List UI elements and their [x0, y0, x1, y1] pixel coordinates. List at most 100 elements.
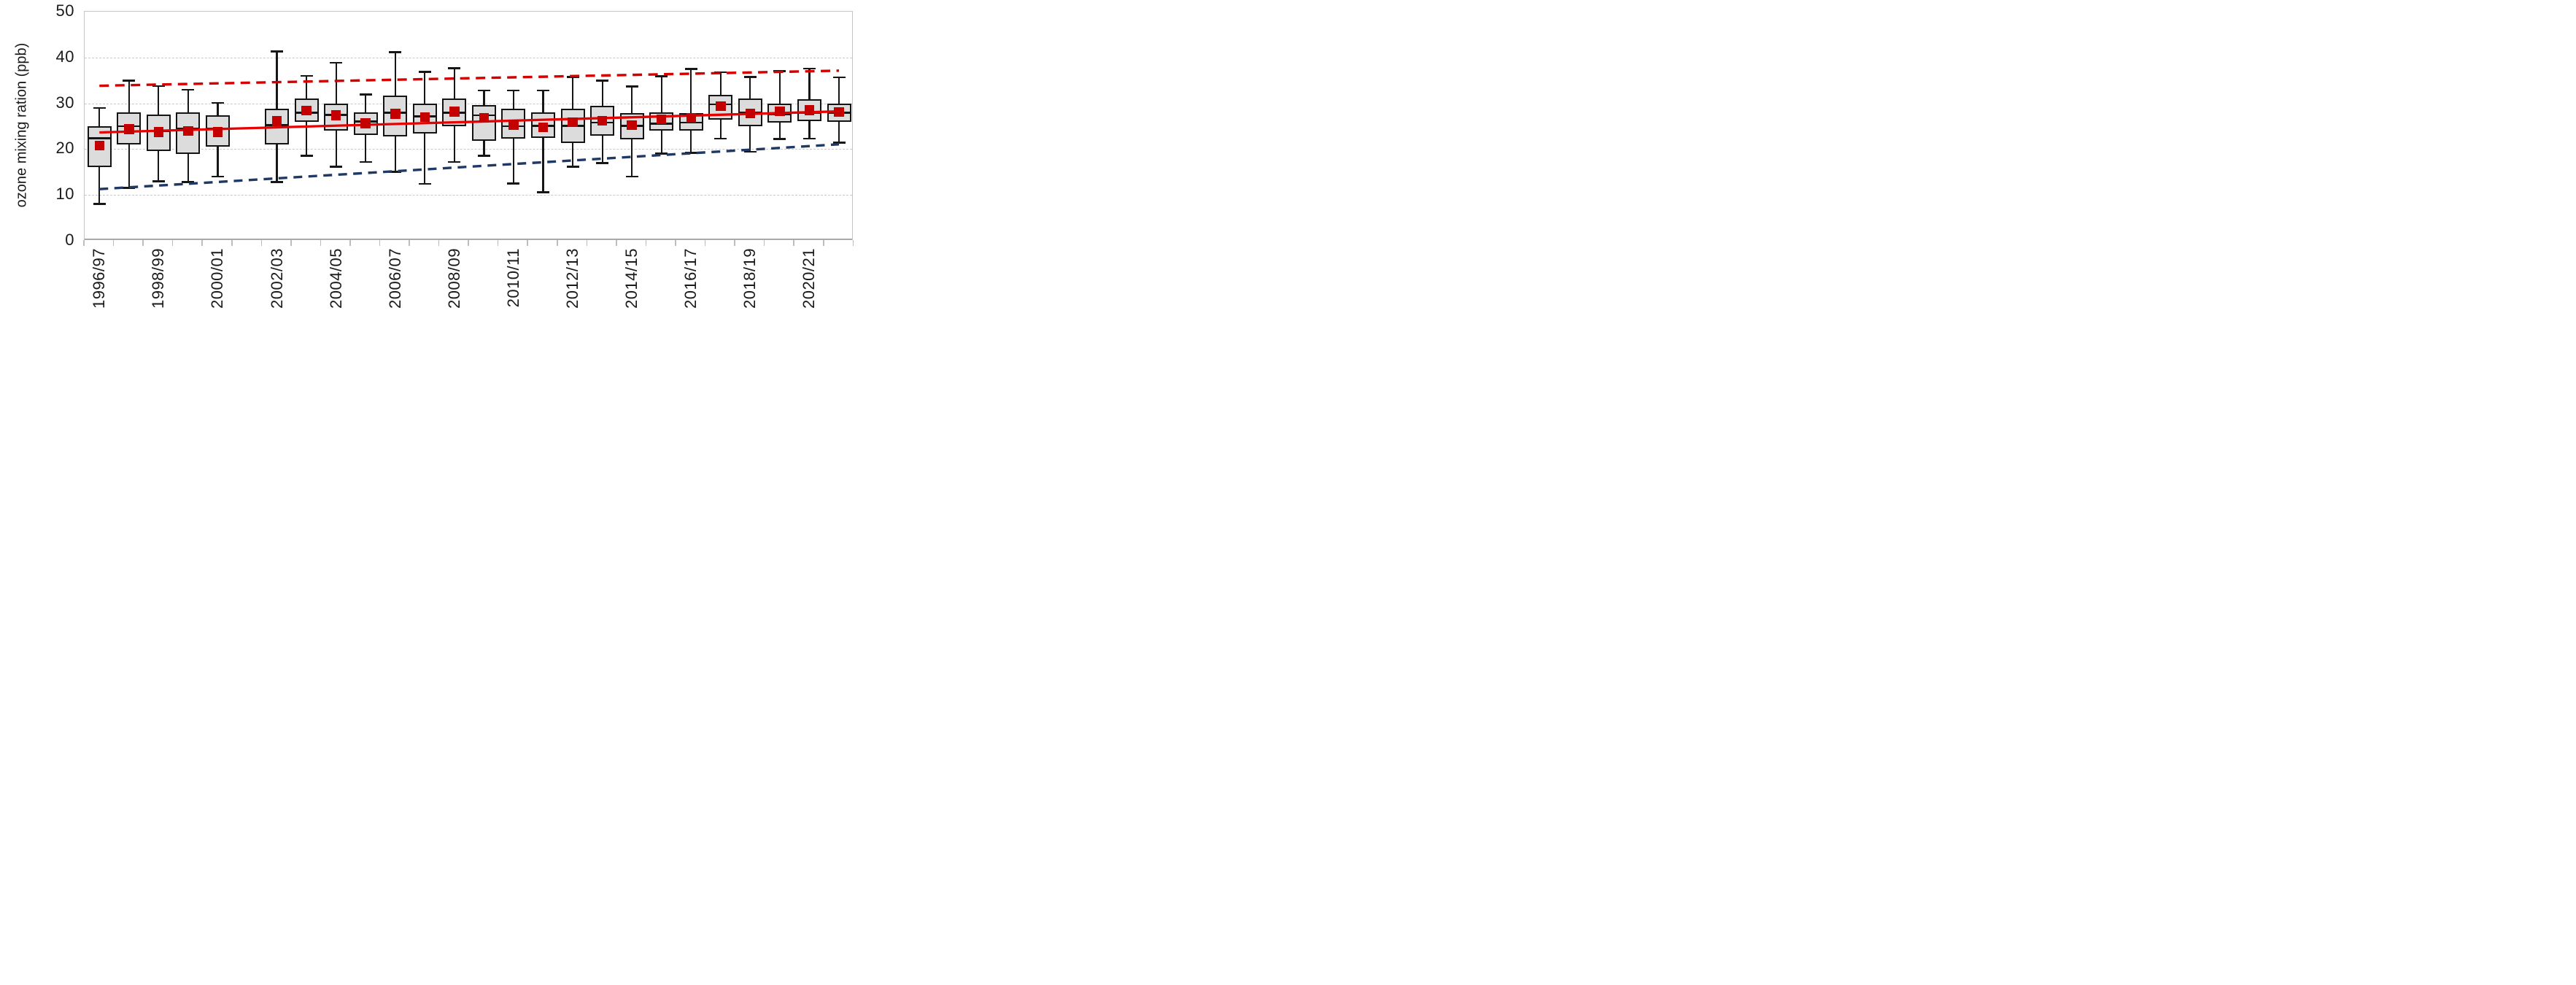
whisker-cap-min — [182, 181, 195, 183]
x-tick-label-2006/07: 2006/07 — [385, 247, 404, 309]
whisker-cap-max — [182, 88, 195, 91]
x-tick-label-2018/19: 2018/19 — [740, 247, 759, 309]
whisker-cap-min — [389, 171, 402, 174]
whisker-cap-min — [802, 137, 816, 140]
mean-marker-2013/14 — [597, 115, 608, 126]
whisker-cap-max — [477, 89, 490, 92]
x-axis-tick — [645, 239, 647, 246]
x-axis-tick — [586, 239, 588, 246]
whisker-cap-min — [537, 190, 550, 193]
upper-envelope-line — [99, 69, 840, 88]
x-axis-tick — [438, 239, 440, 246]
whisker-cap-min — [300, 155, 313, 158]
whisker-cap-min — [477, 155, 490, 158]
whisker-cap-max — [359, 93, 372, 96]
mean-marker-2020/21 — [804, 105, 815, 115]
whisker-cap-max — [714, 71, 727, 74]
whisker-cap-min — [596, 162, 609, 165]
whisker-cap-min — [448, 161, 461, 163]
mean-marker-2012/13 — [568, 117, 578, 128]
whisker-cap-min — [93, 203, 106, 205]
x-axis-line — [85, 238, 853, 240]
mean-marker-1999/00 — [183, 125, 193, 136]
whisker-cap-min — [271, 181, 284, 183]
x-axis-tick — [557, 239, 558, 246]
x-axis-tick — [231, 239, 233, 246]
whisker-cap-max — [152, 85, 165, 88]
x-tick-label-2012/13: 2012/13 — [563, 247, 582, 309]
iqr-box — [383, 96, 408, 136]
y-axis-title: ozone mixing ration (ppb) — [13, 42, 30, 208]
whisker-cap-max — [389, 51, 402, 53]
mean-marker-2002/03 — [271, 116, 282, 126]
x-tick-label-2008/09: 2008/09 — [444, 247, 463, 309]
whisker-cap-min — [714, 137, 727, 140]
x-axis-tick — [349, 239, 351, 246]
mean-marker-2017/18 — [716, 101, 726, 112]
mean-marker-2014/15 — [627, 120, 637, 131]
y-tick-label-30: 30 — [55, 93, 74, 112]
x-tick-label-2016/17: 2016/17 — [681, 247, 700, 309]
x-tick-label-2020/21: 2020/21 — [800, 247, 819, 309]
mean-marker-2003/04 — [301, 105, 312, 116]
whisker-cap-min — [743, 150, 757, 153]
median-line — [87, 136, 112, 139]
x-axis-tick — [704, 239, 706, 246]
mean-marker-1997/98 — [124, 124, 134, 134]
x-axis-tick — [171, 239, 174, 246]
whisker-cap-min — [625, 175, 638, 178]
mean-marker-2004/05 — [330, 110, 341, 120]
x-tick-label-1996/97: 1996/97 — [90, 247, 109, 309]
x-axis-tick — [734, 239, 735, 246]
x-axis-tick — [112, 239, 115, 246]
whisker-cap-max — [330, 61, 343, 64]
plot-area — [84, 11, 854, 240]
whisker-cap-min — [359, 161, 372, 163]
mean-marker-2010/11 — [508, 120, 519, 130]
whisker-cap-min — [211, 175, 224, 178]
trend-line — [99, 110, 840, 134]
x-axis-tick — [320, 239, 322, 246]
whisker-cap-min — [566, 165, 579, 168]
mean-marker-1996/97 — [94, 140, 105, 151]
ozone-boxplot-chart: ozone mixing ration (ppb) 0 10 20 30 40 50 199… — [0, 0, 859, 328]
mean-marker-2009/10 — [479, 112, 490, 123]
whisker-cap-max — [418, 71, 431, 73]
whisker-cap-max — [625, 85, 638, 88]
whisker-cap-min — [152, 179, 165, 182]
x-axis-tick — [379, 239, 381, 246]
whisker-cap-min — [832, 142, 846, 144]
y-tick-label-10: 10 — [55, 185, 74, 204]
whisker-cap-min — [655, 152, 668, 155]
mean-marker-2021/22 — [834, 107, 844, 117]
x-axis-tick — [763, 239, 765, 246]
mean-marker-2016/17 — [686, 112, 697, 123]
whisker-cap-max — [655, 75, 668, 78]
whisker-cap-min — [418, 182, 431, 185]
whisker-cap-max — [300, 74, 313, 77]
whisker-cap-max — [802, 67, 816, 70]
mean-marker-2006/07 — [390, 109, 401, 119]
x-tick-label-2004/05: 2004/05 — [326, 247, 345, 309]
x-axis-tick — [142, 239, 144, 246]
x-axis-tick — [83, 239, 85, 246]
x-tick-label-2014/15: 2014/15 — [622, 247, 641, 309]
mean-marker-2008/09 — [449, 107, 460, 117]
whisker-cap-max — [684, 68, 697, 71]
whisker-cap-max — [123, 80, 136, 82]
lower-envelope-line — [99, 143, 840, 191]
mean-marker-2018/19 — [745, 108, 756, 119]
x-axis-tick — [260, 239, 263, 246]
mean-marker-2000/01 — [212, 127, 223, 137]
whisker-cap-max — [211, 101, 224, 104]
mean-marker-2007/08 — [419, 112, 430, 123]
mean-marker-2011/12 — [538, 122, 549, 132]
mean-marker-1998/99 — [153, 127, 164, 137]
x-axis-tick — [616, 239, 617, 246]
mean-marker-2015/16 — [656, 114, 667, 125]
whisker-cap-max — [537, 89, 550, 92]
whisker-cap-max — [596, 80, 609, 82]
whisker-cap-max — [271, 50, 284, 53]
x-tick-label-2002/03: 2002/03 — [267, 247, 286, 309]
y-tick-label-50: 50 — [55, 1, 74, 20]
